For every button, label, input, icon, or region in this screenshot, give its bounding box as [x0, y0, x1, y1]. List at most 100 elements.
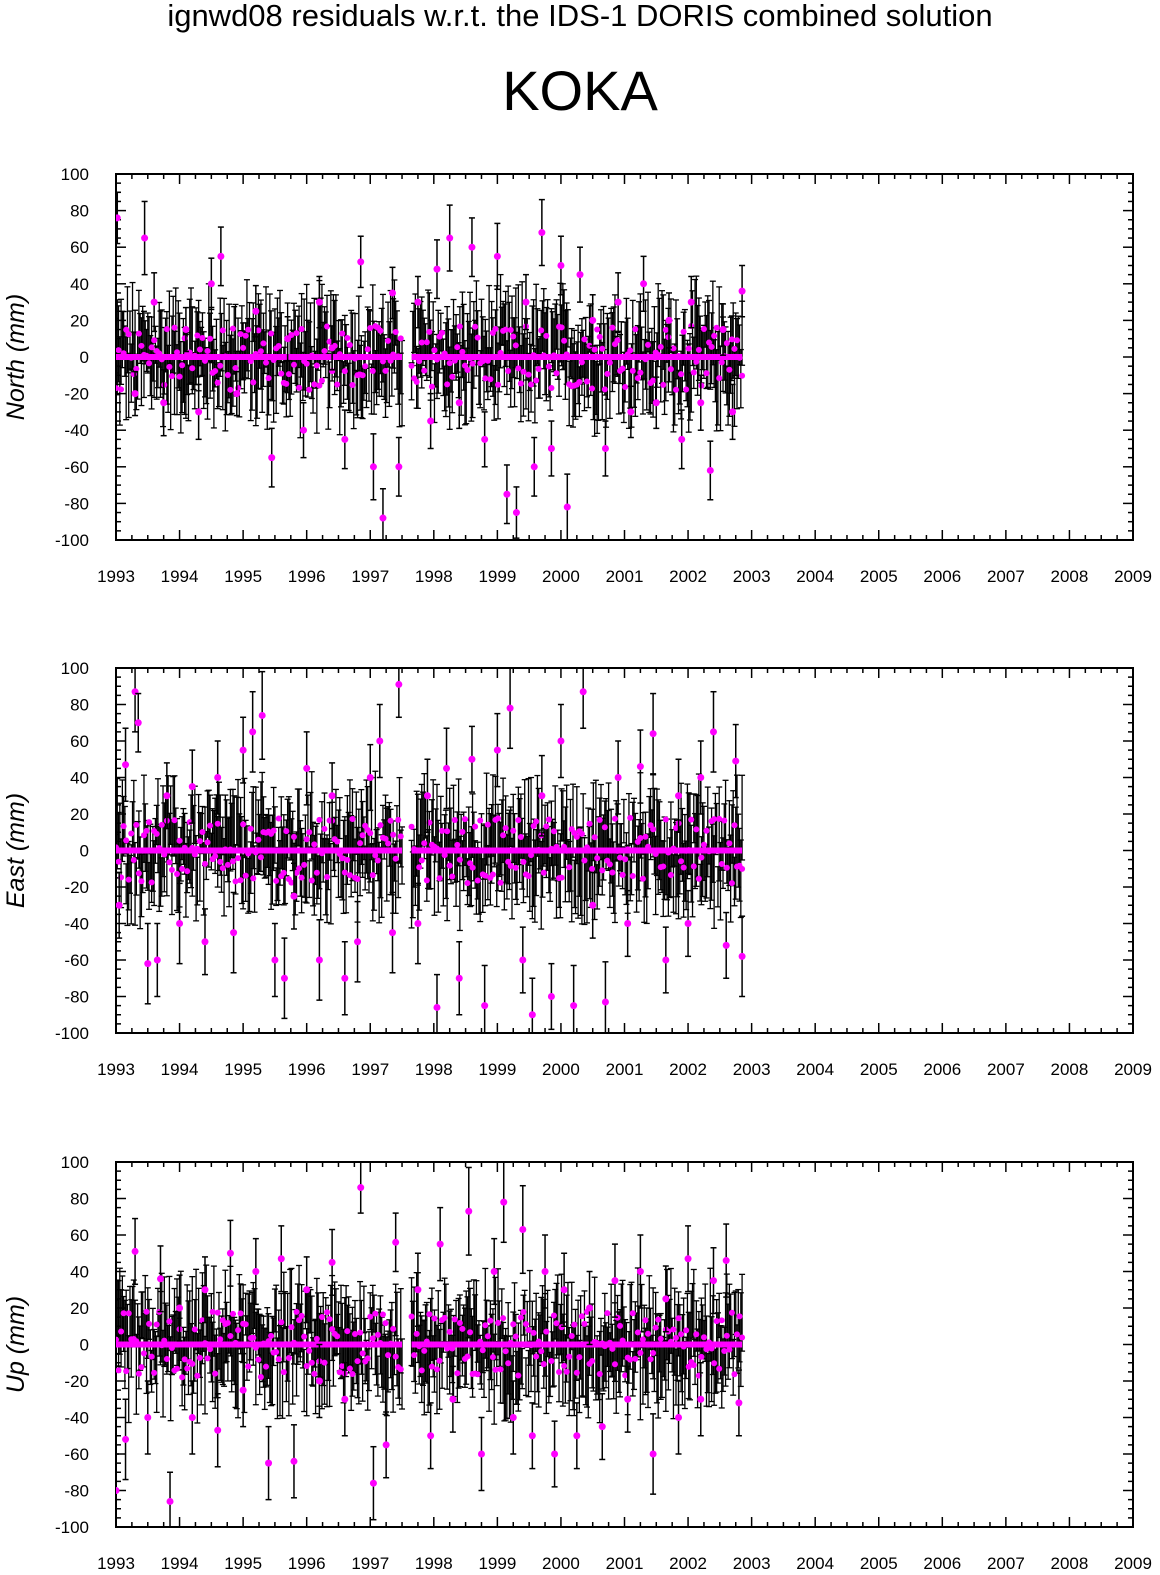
data-point	[271, 956, 279, 964]
data-point	[456, 323, 463, 330]
data-point	[151, 337, 158, 344]
data-point	[397, 833, 404, 840]
data-point	[482, 872, 489, 879]
data-point	[334, 838, 341, 845]
data-point	[576, 378, 583, 385]
x-tick-label: 2005	[860, 1060, 898, 1079]
panel-0: 1993 1994 1995 1996 1997 1998 1999 2000 2001 2002…	[2, 165, 1152, 586]
data-point	[194, 332, 201, 339]
data-point	[596, 817, 603, 824]
data-point	[468, 755, 476, 763]
data-point	[168, 866, 175, 873]
data-layer	[116, 191, 746, 540]
data-point	[316, 816, 323, 823]
data-point	[313, 869, 320, 876]
data-point	[265, 375, 272, 382]
y-tick-label: -100	[55, 531, 89, 550]
data-point	[594, 326, 601, 333]
data-point	[520, 858, 527, 865]
x-tick-label: 1994	[161, 1554, 199, 1573]
data-point	[576, 271, 584, 279]
data-point	[627, 347, 634, 354]
data-point	[148, 344, 155, 351]
data-point	[369, 872, 376, 879]
data-point	[525, 873, 532, 880]
data-point	[423, 792, 431, 800]
x-tick-label: 2005	[860, 567, 898, 586]
data-point	[290, 892, 298, 900]
data-point	[472, 823, 479, 830]
data-point	[538, 229, 546, 237]
data-point	[189, 365, 196, 372]
data-point	[372, 852, 379, 859]
data-point	[451, 816, 458, 823]
data-point	[321, 347, 328, 354]
y-tick-label: -40	[64, 1409, 89, 1428]
data-point	[540, 869, 547, 876]
x-tick-label: 2006	[923, 1060, 961, 1079]
data-point	[179, 865, 186, 872]
data-point	[376, 737, 384, 745]
data-point	[397, 335, 404, 342]
data-point	[128, 830, 135, 837]
data-point	[545, 363, 552, 370]
data-point	[543, 332, 550, 339]
data-point	[573, 833, 580, 840]
data-point	[512, 864, 519, 871]
data-point	[481, 1002, 489, 1010]
data-point	[354, 875, 361, 882]
data-point	[640, 280, 648, 288]
data-point	[693, 358, 700, 365]
data-point	[123, 326, 130, 333]
data-point	[662, 816, 669, 823]
series-0	[116, 668, 746, 1033]
data-point	[734, 337, 741, 344]
data-point	[596, 333, 603, 340]
data-point	[512, 342, 519, 349]
data-point	[240, 344, 247, 351]
data-point	[387, 817, 394, 824]
data-point	[718, 861, 725, 868]
data-point	[421, 840, 428, 847]
data-point	[392, 855, 399, 862]
data-point	[296, 865, 303, 872]
y-tick-label: 60	[70, 1226, 89, 1245]
data-point	[706, 466, 714, 474]
data-point	[716, 815, 723, 822]
data-point	[642, 833, 649, 840]
x-tick-label: 2001	[606, 1060, 644, 1079]
y-tick-label: 100	[61, 165, 89, 184]
data-point	[439, 827, 446, 834]
data-point	[324, 323, 331, 330]
data-point	[502, 326, 509, 333]
data-point	[426, 328, 433, 335]
data-point	[503, 490, 511, 498]
data-point	[414, 920, 422, 927]
panel-1: 1993 1994 1995 1996 1997 1998 1999 2000 2001 2002…	[2, 659, 1152, 1079]
data-point	[650, 377, 657, 384]
data-point	[614, 774, 622, 781]
data-point	[472, 323, 479, 330]
data-point	[341, 974, 349, 982]
data-point	[649, 730, 657, 738]
data-point	[131, 390, 139, 398]
y-tick-label: -80	[64, 988, 89, 1007]
data-point	[232, 878, 239, 885]
data-point	[388, 929, 396, 937]
data-point	[326, 338, 333, 345]
data-point	[627, 408, 635, 416]
data-point	[138, 878, 145, 885]
data-point	[695, 346, 702, 353]
data-point	[683, 386, 690, 393]
data-point	[250, 875, 257, 882]
data-point	[252, 307, 260, 315]
y-tick-label: 100	[61, 659, 89, 678]
data-point	[298, 325, 305, 332]
data-point	[622, 383, 629, 390]
x-tick-label: 1999	[478, 1554, 516, 1573]
y-tick-label: 40	[70, 769, 89, 788]
data-point	[601, 824, 608, 831]
data-point	[586, 820, 593, 827]
y-tick-label: -60	[64, 1445, 89, 1464]
data-point	[431, 347, 438, 354]
